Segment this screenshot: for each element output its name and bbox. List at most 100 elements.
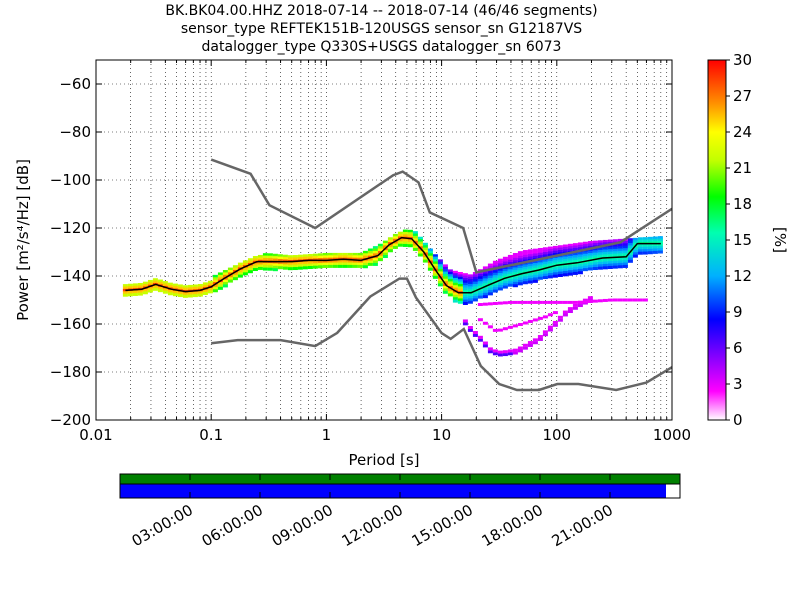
psd-cell bbox=[632, 237, 638, 241]
psd-cell bbox=[362, 253, 368, 257]
psd-cell bbox=[592, 252, 598, 256]
psd-cell bbox=[567, 263, 573, 267]
psd-cell bbox=[507, 283, 513, 287]
psd-cell bbox=[392, 233, 398, 237]
psd-cell bbox=[382, 243, 388, 247]
x-tick-label: 10 bbox=[432, 426, 451, 444]
psd-cell bbox=[447, 274, 453, 278]
new-high-noise-model-line bbox=[210, 158, 672, 274]
psd-cell bbox=[612, 246, 618, 250]
psd-cell bbox=[577, 261, 583, 265]
psd-cell bbox=[512, 272, 518, 276]
psd-cell bbox=[582, 244, 588, 248]
psd-cell bbox=[422, 247, 428, 251]
psd-cell bbox=[597, 266, 603, 270]
psd-cell bbox=[387, 239, 393, 243]
psd-cell bbox=[342, 260, 348, 264]
colorbar-tick-label: 15 bbox=[733, 231, 752, 249]
psd-cell bbox=[497, 287, 503, 291]
psd-cell bbox=[172, 290, 178, 294]
psd-cell bbox=[502, 285, 508, 289]
y-tick-label: −100 bbox=[50, 171, 91, 189]
psd-cell bbox=[527, 263, 533, 267]
psd-cell bbox=[437, 261, 443, 265]
psd-cell bbox=[482, 273, 488, 277]
psd-cell bbox=[477, 286, 483, 290]
psd-cell bbox=[592, 250, 598, 254]
psd-cell bbox=[462, 292, 468, 296]
psd-cell bbox=[492, 275, 498, 279]
psd-cell bbox=[182, 287, 188, 291]
psd-cell bbox=[252, 263, 258, 267]
psd-cell bbox=[507, 352, 513, 356]
psd-cell bbox=[527, 261, 533, 265]
psd-cell bbox=[207, 280, 213, 284]
psd-cell bbox=[562, 256, 568, 260]
psd-cell bbox=[132, 285, 138, 289]
psd-cell bbox=[267, 262, 273, 266]
psd-cell bbox=[297, 257, 303, 261]
psd-cell bbox=[657, 248, 663, 252]
timeline-time-label: 09:00:00 bbox=[269, 501, 336, 550]
psd-cell bbox=[452, 275, 458, 279]
psd-cell bbox=[367, 250, 373, 254]
psd-cell bbox=[472, 298, 478, 302]
psd-cell bbox=[572, 306, 578, 310]
psd-cell bbox=[222, 279, 228, 283]
psd-cell bbox=[322, 260, 328, 264]
psd-cell bbox=[337, 252, 343, 256]
psd-cell bbox=[212, 284, 218, 288]
psd-cell bbox=[217, 284, 223, 288]
psd-cell bbox=[517, 279, 523, 283]
y-tick-label: −160 bbox=[50, 315, 91, 333]
psd-cell bbox=[312, 265, 318, 269]
psd-cell bbox=[327, 260, 333, 264]
psd-cell bbox=[122, 284, 128, 288]
psd-cell bbox=[542, 300, 548, 304]
psd-cell bbox=[637, 246, 643, 250]
psd-cell bbox=[502, 259, 508, 263]
psd-cell bbox=[237, 262, 243, 266]
psd-cell bbox=[642, 251, 648, 255]
psd-cell bbox=[202, 291, 208, 295]
psd-cell bbox=[312, 263, 318, 267]
psd-cell bbox=[452, 299, 458, 303]
psd-cell bbox=[277, 256, 283, 260]
psd-cell bbox=[452, 282, 458, 286]
psd-cell bbox=[487, 325, 493, 329]
psd-cell bbox=[437, 273, 443, 277]
psd-cell bbox=[617, 238, 623, 242]
psd-cell bbox=[472, 333, 478, 337]
psd-cell bbox=[447, 276, 453, 280]
psd-cell bbox=[627, 238, 633, 242]
psd-cell bbox=[567, 248, 573, 252]
colorbar-tick-label: 12 bbox=[733, 267, 752, 285]
psd-cell bbox=[587, 253, 593, 257]
psd-cell bbox=[622, 262, 628, 266]
psd-cell bbox=[392, 241, 398, 245]
psd-cell bbox=[137, 290, 143, 294]
psd-cell bbox=[482, 302, 488, 306]
psd-cell bbox=[362, 260, 368, 264]
psd-cell bbox=[532, 272, 538, 276]
psd-cell bbox=[212, 277, 218, 281]
colorbar bbox=[707, 59, 727, 421]
psd-cell bbox=[517, 349, 523, 353]
psd-cell bbox=[282, 261, 288, 265]
psd-cell bbox=[527, 341, 533, 345]
psd-cell bbox=[327, 257, 333, 261]
psd-cell bbox=[402, 241, 408, 245]
psd-cell bbox=[652, 248, 658, 252]
psd-cell bbox=[527, 319, 533, 323]
psd-cell bbox=[472, 281, 478, 285]
psd-cell bbox=[652, 236, 658, 240]
psd-cell bbox=[622, 240, 628, 244]
psd-cell bbox=[177, 286, 183, 290]
psd-cell bbox=[357, 255, 363, 259]
psd-cell bbox=[547, 268, 553, 272]
psd-cell bbox=[602, 251, 608, 255]
psd-cell bbox=[307, 266, 313, 270]
psd-cell bbox=[247, 270, 253, 274]
psd-cell bbox=[582, 300, 588, 304]
psd-cell bbox=[532, 260, 538, 264]
